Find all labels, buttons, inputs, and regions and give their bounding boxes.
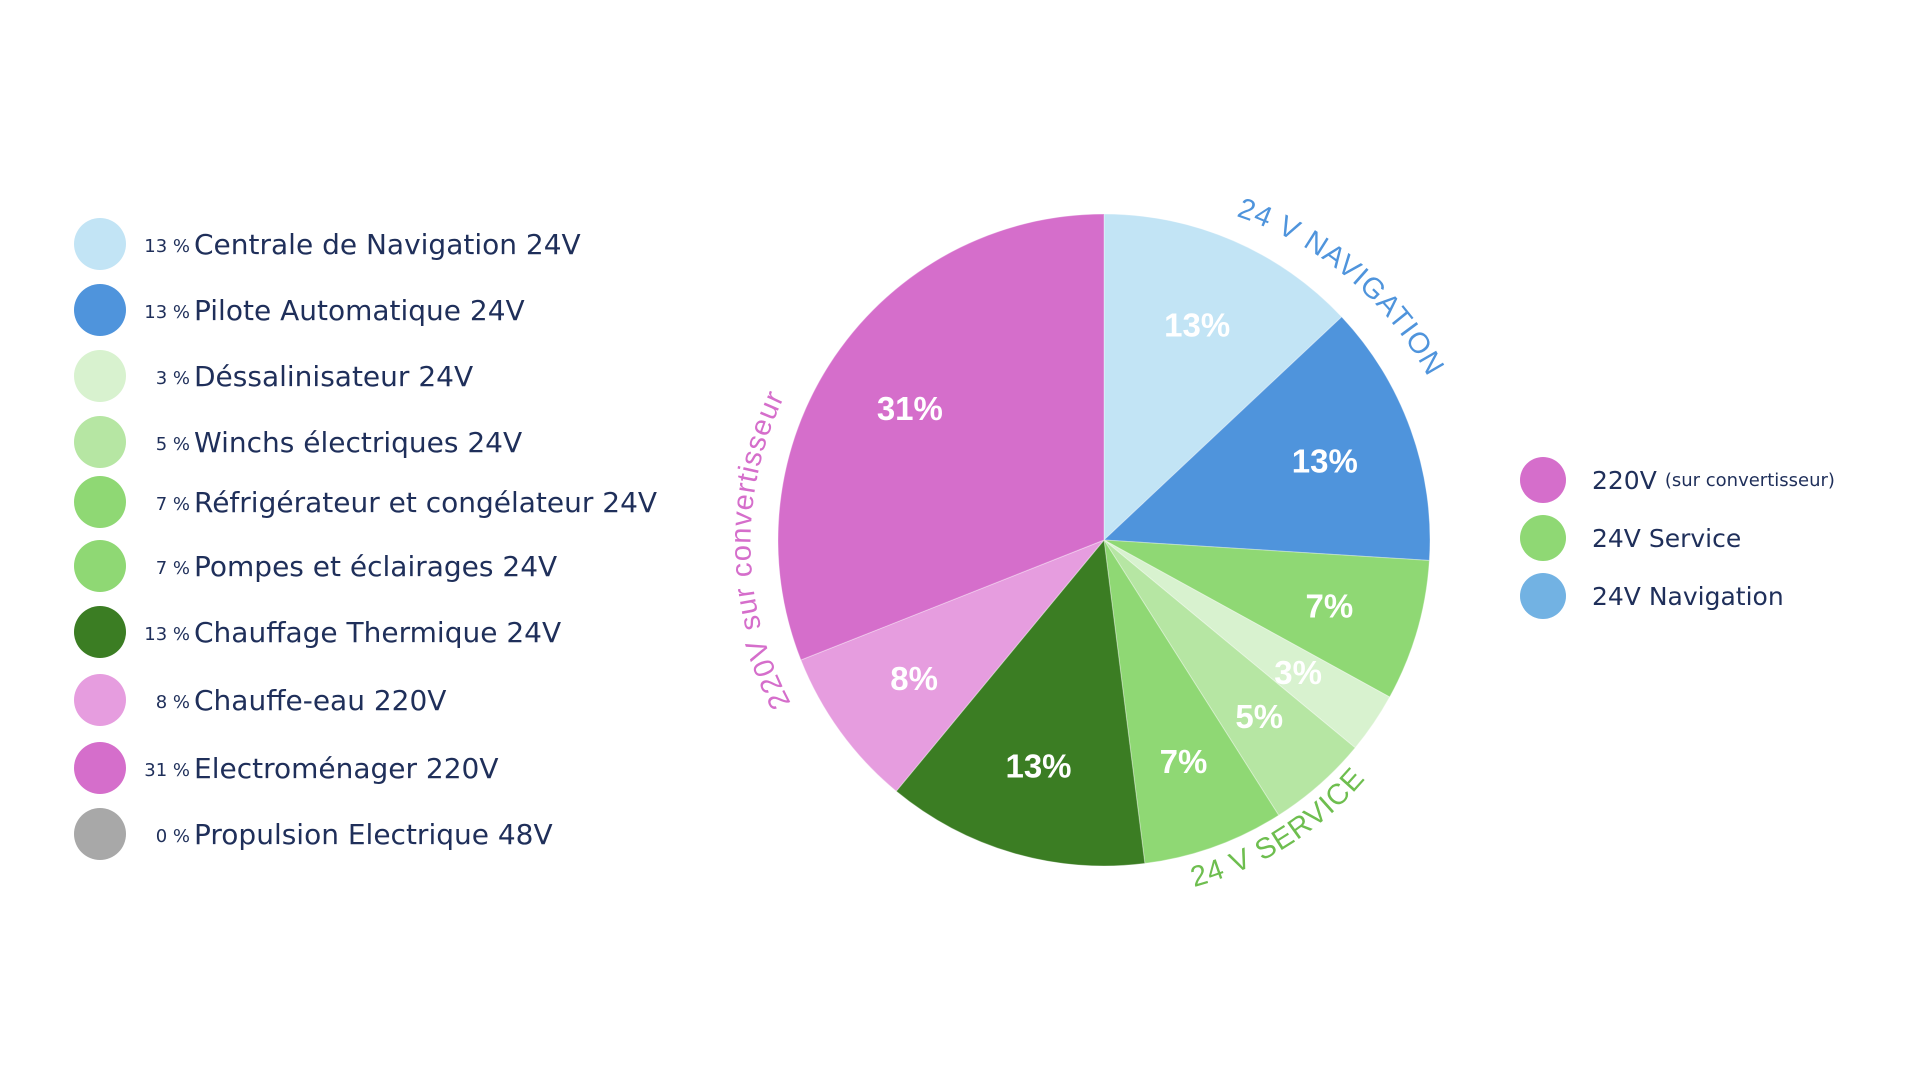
group-legend-label: 24V Service — [1592, 523, 1742, 553]
legend-percent: 31 % — [144, 759, 190, 781]
legend-item: 5 % Winchs électriques 24V — [74, 416, 522, 468]
pie-slice — [1103, 539, 1430, 698]
legend-item: 13 % Centrale de Navigation 24V — [74, 218, 581, 270]
legend-percent: 13 % — [144, 301, 190, 323]
legend-swatch — [74, 476, 126, 528]
group-legend-swatch — [1520, 457, 1566, 503]
legend-percent: 3 % — [155, 367, 190, 389]
pie-slice — [1103, 539, 1391, 749]
pie-slice-label: 13% — [1292, 442, 1358, 479]
pie-slice-label: 3% — [1274, 654, 1322, 691]
legend-label: Centrale de Navigation 24V — [194, 227, 581, 261]
group-legend-item: 24V Navigation — [1520, 572, 1784, 620]
group-legend-sublabel: (sur convertisseur) — [1664, 469, 1835, 491]
legend-swatch — [74, 674, 126, 726]
pie-slice — [1103, 539, 1280, 864]
pie-slice-label: 7% — [1160, 743, 1208, 780]
legend-swatch — [74, 808, 126, 860]
legend-swatch — [74, 284, 126, 336]
group-legend-item: 24V Service — [1520, 514, 1741, 562]
pie-slice-labels: 13% 13% 7% 3% 5% 7% 13% 8% 31% — [877, 307, 1358, 785]
legend-item: 0 % Propulsion Electrique 48V — [74, 808, 553, 860]
legend-item: 13 % Chauffage Thermique 24V — [74, 606, 561, 658]
legend-percent: 13 % — [144, 623, 190, 645]
legend-percent: 7 % — [155, 493, 190, 515]
pie-slice-label: 13% — [1005, 747, 1071, 784]
legend-label: Propulsion Electrique 48V — [194, 817, 553, 851]
legend-swatch — [74, 606, 126, 658]
pie-slice — [777, 213, 1105, 661]
legend-item: 13 % Pilote Automatique 24V — [74, 284, 525, 336]
legend-swatch — [74, 416, 126, 468]
legend-percent: 7 % — [155, 557, 190, 579]
legend-label: Déssalinisateur 24V — [194, 359, 474, 393]
pie-slice-label: 8% — [890, 660, 938, 697]
legend-label: Chauffe-eau 220V — [194, 683, 447, 717]
legend-item: 31 % Electroménager 220V — [74, 742, 499, 794]
legend-label: Réfrigérateur et congélateur 24V — [194, 485, 658, 519]
pie-slice — [895, 538, 1146, 867]
legend-percent: 5 % — [155, 433, 190, 455]
legend-percent: 0 % — [155, 825, 190, 847]
legend-label: Pilote Automatique 24V — [194, 293, 525, 327]
legend-swatch — [74, 540, 126, 592]
legend-percent: 13 % — [144, 235, 190, 257]
pie-slice-label: 31% — [877, 390, 943, 427]
legend-swatch — [74, 218, 126, 270]
pie-slice — [1103, 213, 1343, 542]
pie-slices — [777, 213, 1431, 867]
legend-item: 7 % Réfrigérateur et congélateur 24V — [74, 476, 657, 528]
legend-label: Winchs électriques 24V — [194, 425, 523, 459]
group-legend-label: 220V — [1592, 465, 1657, 495]
pie-slice — [1103, 539, 1356, 816]
legend-label: Pompes et éclairages 24V — [194, 549, 558, 583]
legend-swatch — [74, 350, 126, 402]
legend-item: 3 % Déssalinisateur 24V — [74, 350, 473, 402]
group-legend-swatch — [1520, 515, 1566, 561]
legend-swatch — [74, 742, 126, 794]
legend-percent: 8 % — [155, 691, 190, 713]
pie-slice-label: 13% — [1164, 307, 1230, 344]
pie-slice — [800, 539, 1105, 792]
group-legend-swatch — [1520, 573, 1566, 619]
group-legend-item: 220V (sur convertisseur) — [1520, 456, 1835, 504]
pie-slice — [1102, 316, 1431, 562]
pie-slice-label: 5% — [1235, 698, 1283, 735]
legend-item: 8 % Chauffe-eau 220V — [74, 674, 446, 726]
pie-slice-label: 7% — [1306, 587, 1354, 624]
legend-item: 7 % Pompes et éclairages 24V — [74, 540, 557, 592]
legend-label: Electroménager 220V — [194, 751, 499, 785]
group-legend-label: 24V Navigation — [1592, 581, 1784, 611]
legend-label: Chauffage Thermique 24V — [194, 615, 562, 649]
